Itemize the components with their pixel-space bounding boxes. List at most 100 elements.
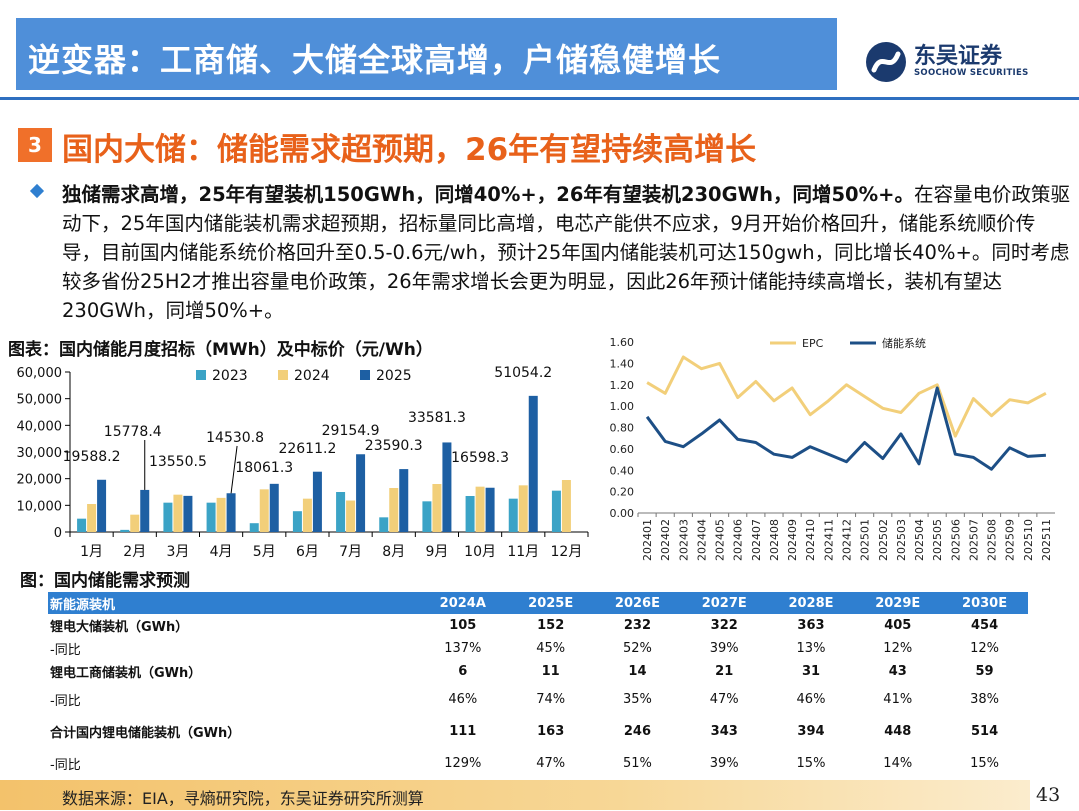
legend-label: 2025 (376, 368, 412, 384)
bar-2025 (356, 454, 366, 532)
bar-data-label: 29154.9 (322, 423, 380, 439)
bar-2025 (528, 395, 538, 532)
table-cell: 41% (883, 691, 913, 707)
table-cell: 46% (796, 691, 826, 707)
x-tick-label: 202408 (768, 519, 781, 561)
footer-bar (0, 780, 1030, 810)
body-paragraph: 独储需求高增，25年有望装机150GWh，同增40%+，26年有望装机230GW… (62, 180, 1072, 325)
x-tick-label: 1月 (80, 544, 103, 560)
x-tick-label: 202409 (786, 519, 799, 561)
x-tick-label: 8月 (382, 544, 405, 560)
x-tick-label: 4月 (210, 544, 233, 560)
bar-2024 (302, 498, 312, 532)
table-cell: 394 (797, 723, 825, 739)
section-number: 3 (18, 128, 52, 162)
table-header-cell: 2030E (941, 592, 1028, 614)
x-tick-label: 2月 (123, 544, 146, 560)
bar-2024 (216, 497, 226, 532)
bar-data-label: 15778.4 (104, 424, 162, 440)
monthly-tender-bar-chart: 0 10,000 20,000 30,000 40,000 50,000 60,000 1月 2… (17, 365, 589, 560)
bar-data-label: 13550.5 (149, 454, 207, 470)
page-title: 逆变器：工商储、大储全球高增，户储稳健增长 (28, 41, 722, 79)
table-cell: 15% (796, 755, 826, 771)
legend-swatch-2025 (360, 370, 370, 380)
table-cell: 105 (449, 618, 477, 633)
bar-2024 (475, 486, 485, 532)
table-cell: 454 (971, 618, 999, 633)
table-header-cell: 2028E (767, 592, 855, 614)
table-header-cell: 2026E (594, 592, 681, 614)
legend-label: 2024 (294, 368, 330, 384)
table-cell: 514 (971, 723, 999, 739)
bar-2024 (130, 514, 140, 532)
table-row: -同比 137% 45% 52% 39% 13% 12% 12% (48, 637, 1028, 660)
paragraph-highlight: 独储需求高增，25年有望装机150GWh，同增40%+，26年有望装机230GW… (62, 183, 915, 206)
table-cell: 14% (883, 755, 913, 771)
bar-2024 (173, 494, 183, 532)
x-tick-label: 202401 (641, 519, 654, 561)
data-source: 数据来源：EIA，寻熵研究院，东吴证券研究所测算 (62, 789, 424, 808)
table-cell: 47% (536, 755, 566, 771)
table-cell: 137% (444, 641, 482, 656)
bar-chart-title: 图表：国内储能月度招标（MWh）及中标价（元/Wh） (8, 340, 433, 360)
x-tick-label: 3月 (166, 544, 189, 560)
table-cell: 6 (458, 664, 468, 679)
bar-2025 (226, 493, 236, 532)
header-divider (0, 97, 1079, 100)
legend-swatch-2023 (196, 370, 206, 380)
data-label-leader (230, 445, 238, 494)
table-cell: 59 (975, 664, 994, 679)
x-tick-label: 202405 (714, 519, 727, 561)
table-title: 图：国内储能需求预测 (20, 571, 190, 591)
table-cell: 111 (449, 723, 477, 739)
bar-data-label: 19588.2 (63, 449, 121, 465)
table-header-cell: 2024A (418, 592, 508, 614)
y-tick-label: 20,000 (17, 473, 63, 488)
table-cell: 232 (623, 618, 652, 633)
table-cell: 51% (623, 755, 652, 771)
table-cell: 39% (709, 755, 739, 771)
table-cell: 47% (709, 691, 739, 707)
legend-label: 2023 (212, 368, 248, 384)
company-logo: 东吴证券 SOOCHOW SECURITIES (864, 40, 1034, 84)
bar-2024 (389, 488, 399, 532)
bar-2025 (183, 495, 193, 532)
table-cell: 163 (537, 723, 565, 739)
table-cell: 35% (623, 691, 652, 707)
y-tick-label: 0.80 (610, 422, 635, 435)
table-cell: 39% (709, 641, 739, 656)
bar-2025 (399, 469, 409, 532)
x-tick-label: 11月 (507, 544, 539, 560)
x-tick-label: 9月 (425, 544, 448, 560)
x-tick-label: 202407 (750, 519, 763, 561)
bar-2023 (551, 490, 561, 532)
table-cell: 31 (801, 664, 821, 679)
y-tick-label: 60,000 (17, 366, 63, 381)
legend-swatch-2024 (278, 370, 288, 380)
bar-2023 (120, 529, 130, 532)
y-tick-label: 0.60 (610, 443, 635, 456)
logo-name: 东吴证券 (914, 44, 1003, 69)
x-tick-label: 202507 (967, 519, 980, 561)
y-tick-label: 1.40 (610, 357, 635, 370)
bar-2025 (269, 483, 279, 532)
price-line-chart: 0.00 0.20 0.40 0.60 0.80 1.00 1.20 1.40 1.60 2024… (610, 336, 1055, 561)
table-row: 合计国内锂电储能装机（GWh） 111 163 246 343 394 448 514 (48, 715, 1028, 747)
y-tick-label: 1.20 (610, 379, 635, 392)
x-tick-label: 7月 (339, 544, 362, 560)
x-tick-label: 202505 (931, 519, 944, 561)
x-tick-label: 202509 (1004, 519, 1017, 561)
table-cell: -同比 (50, 757, 81, 773)
bar-data-label: 51054.2 (494, 365, 552, 381)
x-tick-label: 202506 (949, 519, 962, 561)
x-tick-label: 202508 (986, 519, 999, 561)
table-cell: 15% (970, 755, 1000, 771)
paragraph-text: 在容量电价政策驱动下，25年国内储能装机需求超预期，招标量同比高增，电芯产能供不… (62, 183, 1071, 322)
x-tick-label: 202504 (913, 519, 926, 561)
table-cell: 12% (970, 641, 1000, 656)
y-tick-label: 40,000 (17, 419, 63, 434)
bar-2024 (432, 484, 442, 532)
bar-data-label: 33581.3 (408, 410, 466, 426)
bar-2024 (259, 489, 269, 532)
y-tick-label: 50,000 (17, 393, 63, 408)
